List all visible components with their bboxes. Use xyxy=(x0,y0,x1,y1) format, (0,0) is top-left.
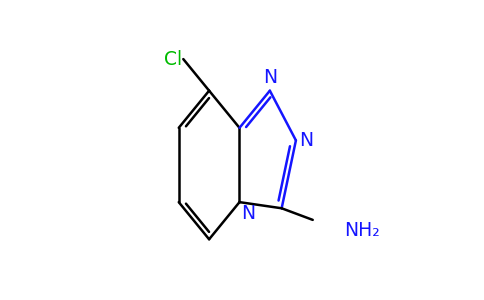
Text: N: N xyxy=(299,131,313,150)
Text: NH₂: NH₂ xyxy=(344,221,379,240)
Text: N: N xyxy=(242,204,256,224)
Text: Cl: Cl xyxy=(164,50,182,69)
Text: N: N xyxy=(263,68,277,87)
